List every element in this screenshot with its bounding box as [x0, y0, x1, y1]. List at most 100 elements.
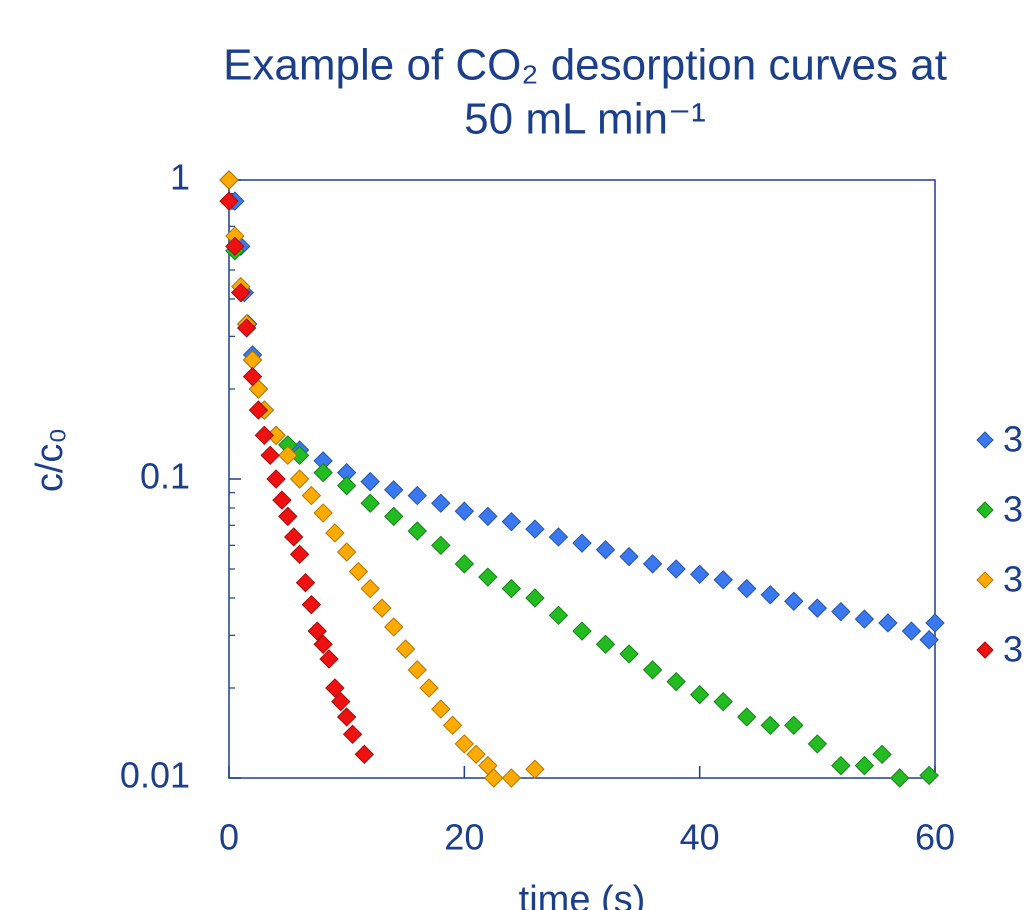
y-tick-label: 1: [170, 157, 190, 198]
data-point: [384, 506, 404, 527]
data-point: [236, 318, 257, 338]
data-point: [919, 765, 939, 786]
data-point: [260, 445, 280, 466]
data-point: [737, 707, 757, 727]
data-point: [336, 707, 357, 727]
data-point: [501, 578, 522, 599]
data-point: [760, 715, 780, 736]
data-point: [325, 678, 345, 698]
legend-marker: [976, 431, 994, 449]
data-point: [354, 744, 375, 765]
data-point: [313, 634, 333, 655]
data-point: [442, 715, 463, 736]
x-tick-label: 0: [219, 817, 239, 858]
data-point: [525, 588, 545, 608]
y-axis-label: c/c₀: [29, 428, 71, 492]
data-point: [548, 605, 569, 626]
x-tick-label: 60: [915, 817, 955, 858]
data-point: [284, 527, 304, 547]
legend-label: 3: [1003, 559, 1023, 600]
data-point: [372, 598, 392, 618]
data-point: [784, 591, 804, 611]
data-point: [548, 527, 569, 547]
data-point: [342, 724, 363, 745]
legend-label: 3: [1003, 629, 1023, 670]
data-point: [831, 755, 851, 776]
data-point: [919, 630, 939, 650]
data-point: [248, 400, 269, 420]
data-point: [313, 503, 333, 523]
data-point: [419, 678, 439, 698]
data-point: [889, 768, 910, 788]
data-point: [301, 594, 322, 615]
data-point: [325, 523, 345, 543]
data-point: [760, 585, 780, 605]
data-point: [313, 462, 333, 483]
data-point: [242, 366, 263, 387]
data-point: [360, 493, 380, 513]
data-point: [854, 609, 875, 629]
chart-title: 50 mL min⁻¹: [464, 95, 706, 144]
x-tick-label: 20: [444, 817, 484, 858]
data-point: [666, 671, 686, 692]
data-point: [689, 684, 710, 705]
data-point: [395, 639, 416, 659]
data-point: [219, 170, 239, 190]
data-point: [289, 544, 310, 564]
data-point: [572, 621, 592, 641]
data-point: [466, 744, 486, 765]
legend-marker: [976, 571, 994, 589]
data-point: [925, 613, 945, 633]
data-point: [289, 469, 310, 489]
data-point: [595, 634, 616, 655]
data-point: [713, 691, 733, 712]
data-point: [266, 469, 286, 489]
x-tick-label: 40: [680, 817, 720, 858]
data-point: [348, 561, 369, 582]
data-point: [407, 660, 427, 680]
data-point: [431, 699, 451, 719]
legend-label: 3: [1003, 489, 1023, 530]
data-point: [525, 759, 545, 779]
legend-marker: [976, 501, 994, 519]
data-point: [431, 535, 451, 556]
data-point: [307, 621, 327, 641]
legend-marker: [976, 641, 994, 659]
data-point: [501, 511, 522, 532]
y-tick-label: 0.01: [120, 755, 190, 796]
data-point: [619, 546, 639, 567]
data-point: [272, 490, 292, 510]
data-point: [336, 542, 357, 562]
data-point: [295, 572, 316, 593]
data-point: [854, 755, 875, 776]
data-point: [407, 521, 427, 541]
data-point: [784, 715, 804, 736]
data-point: [384, 617, 404, 637]
x-axis-label: time (s): [519, 879, 646, 910]
data-point: [231, 282, 251, 303]
legend-label: 3: [1003, 419, 1023, 460]
data-point: [901, 621, 922, 641]
data-point: [454, 501, 475, 521]
data-point: [336, 475, 357, 496]
data-point: [642, 660, 663, 680]
data-point: [713, 570, 733, 590]
data-point: [807, 598, 828, 618]
data-point: [384, 480, 404, 500]
data-point: [484, 768, 504, 788]
data-point: [666, 559, 686, 579]
data-point: [807, 734, 828, 754]
data-point: [454, 554, 475, 574]
data-point: [254, 425, 275, 446]
data-point: [831, 601, 851, 622]
data-point: [278, 445, 298, 466]
data-point: [878, 613, 898, 633]
data-point: [619, 644, 639, 664]
data-point: [595, 540, 616, 560]
y-tick-label: 0.1: [140, 456, 190, 497]
data-point: [478, 567, 498, 587]
data-point: [360, 471, 380, 492]
data-point: [454, 734, 475, 754]
data-point: [278, 506, 298, 527]
